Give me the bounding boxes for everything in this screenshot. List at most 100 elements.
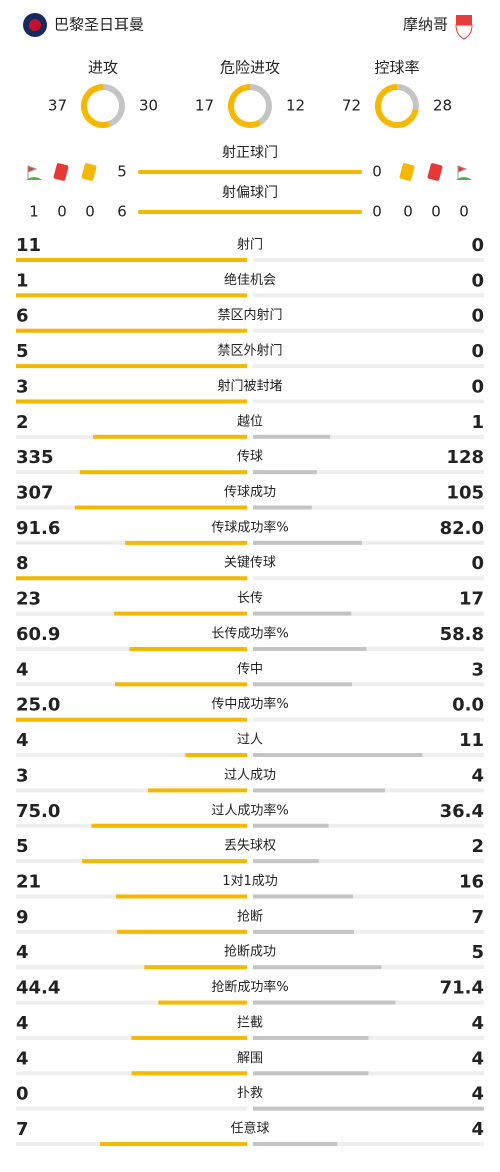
stat-label: 禁区外射门	[217, 343, 282, 359]
home-bar	[16, 717, 247, 722]
summary-label: 危险进攻	[220, 59, 280, 77]
away-bar	[253, 929, 355, 934]
home-bar	[100, 1142, 247, 1146]
away-track	[253, 364, 484, 369]
home-bar	[82, 859, 247, 864]
away-track	[253, 823, 484, 828]
shots-home: 6	[117, 203, 127, 221]
away-logo-inner	[455, 24, 473, 40]
away-discipline: 0	[459, 203, 469, 221]
stat-home: 5	[16, 836, 29, 857]
away-track	[253, 399, 484, 404]
away-bar	[253, 434, 330, 439]
stat-away: 16	[459, 871, 484, 892]
stat-away: 0	[471, 306, 484, 327]
shots-home-bar	[138, 210, 362, 214]
away-bar	[253, 788, 385, 793]
stat-away: 0	[471, 553, 484, 574]
away-discipline: 0	[403, 203, 413, 221]
stat-away: 7	[471, 907, 484, 928]
away-track	[253, 682, 484, 687]
home-bar	[129, 646, 247, 651]
away-bar	[253, 753, 423, 758]
stat-home: 0	[16, 1084, 29, 1105]
stat-away: 17	[459, 589, 484, 610]
stat-away: 82.0	[440, 518, 484, 539]
stat-label: 射门	[237, 237, 263, 253]
away-track	[253, 576, 484, 581]
stat-away: 0	[471, 341, 484, 362]
stat-label: 长传	[237, 591, 263, 606]
stat-label: 传中	[237, 662, 263, 677]
stat-home: 4	[16, 1048, 29, 1069]
stat-home: 25.0	[16, 695, 60, 716]
stat-away: 4	[471, 1048, 484, 1069]
away-track	[253, 434, 484, 439]
home-bar	[144, 965, 247, 970]
stat-label: 过人成功率%	[211, 802, 288, 818]
home-bar	[115, 682, 247, 687]
away-track	[253, 929, 484, 934]
home-bar	[185, 753, 247, 758]
shots-label: 射正球门	[222, 145, 278, 161]
shots-label: 射偏球门	[222, 185, 278, 201]
stat-away: 58.8	[440, 624, 484, 645]
red-card-icon	[427, 163, 443, 181]
home-icons	[26, 163, 97, 181]
stat-away: 2	[471, 836, 484, 857]
stat-label: 传球成功率%	[211, 519, 288, 535]
stat-home: 4	[16, 730, 29, 751]
away-bar	[253, 646, 367, 651]
away-track	[253, 470, 484, 475]
stat-away: 0	[471, 270, 484, 291]
stat-away: 4	[471, 1084, 484, 1105]
shots-home-bar	[138, 170, 362, 174]
stat-home: 60.9	[16, 624, 60, 645]
stat-away: 128	[446, 447, 484, 468]
stat-home: 4	[16, 659, 29, 680]
home-discipline: 1	[29, 203, 39, 221]
stat-label: 抢断	[237, 908, 263, 924]
stat-home: 4	[16, 1013, 29, 1034]
home-bar	[91, 823, 247, 828]
away-icons	[399, 163, 472, 181]
shots-away: 0	[372, 203, 382, 221]
stat-home: 307	[16, 483, 54, 504]
stat-home: 3	[16, 765, 29, 786]
away-bar	[253, 682, 352, 687]
stat-away: 36.4	[440, 801, 484, 822]
home-bar	[117, 929, 247, 934]
stat-label: 禁区内射门	[217, 307, 282, 323]
away-bar	[253, 823, 329, 828]
away-track	[253, 258, 484, 262]
stat-label: 拦截	[237, 1015, 263, 1030]
away-bar	[253, 1142, 337, 1146]
stat-label: 绝佳机会	[224, 272, 276, 288]
stat-home: 1	[16, 270, 29, 291]
summary-label: 控球率	[374, 59, 419, 77]
stat-home: 75.0	[16, 801, 60, 822]
home-bar	[115, 894, 247, 899]
stat-home: 7	[16, 1119, 29, 1140]
home-bar	[16, 328, 247, 333]
home-discipline: 0	[85, 203, 95, 221]
home-bar	[16, 258, 247, 262]
away-bar	[253, 1000, 396, 1005]
home-track	[16, 1106, 247, 1111]
away-track	[253, 328, 484, 333]
away-bar	[253, 540, 363, 545]
away-bar	[253, 859, 319, 864]
stat-label: 传球成功	[224, 485, 276, 500]
home-bar	[16, 399, 247, 404]
stat-label: 长传成功率%	[211, 625, 288, 641]
stat-home: 6	[16, 306, 29, 327]
stat-home: 8	[16, 553, 29, 574]
stat-label: 丢失球权	[224, 838, 276, 854]
away-track	[253, 505, 484, 510]
away-track	[253, 540, 484, 545]
away-bar	[253, 965, 382, 970]
stat-away: 71.4	[440, 978, 484, 999]
stat-away: 11	[459, 730, 484, 751]
stat-home: 23	[16, 589, 41, 610]
corner-icon	[27, 165, 38, 180]
